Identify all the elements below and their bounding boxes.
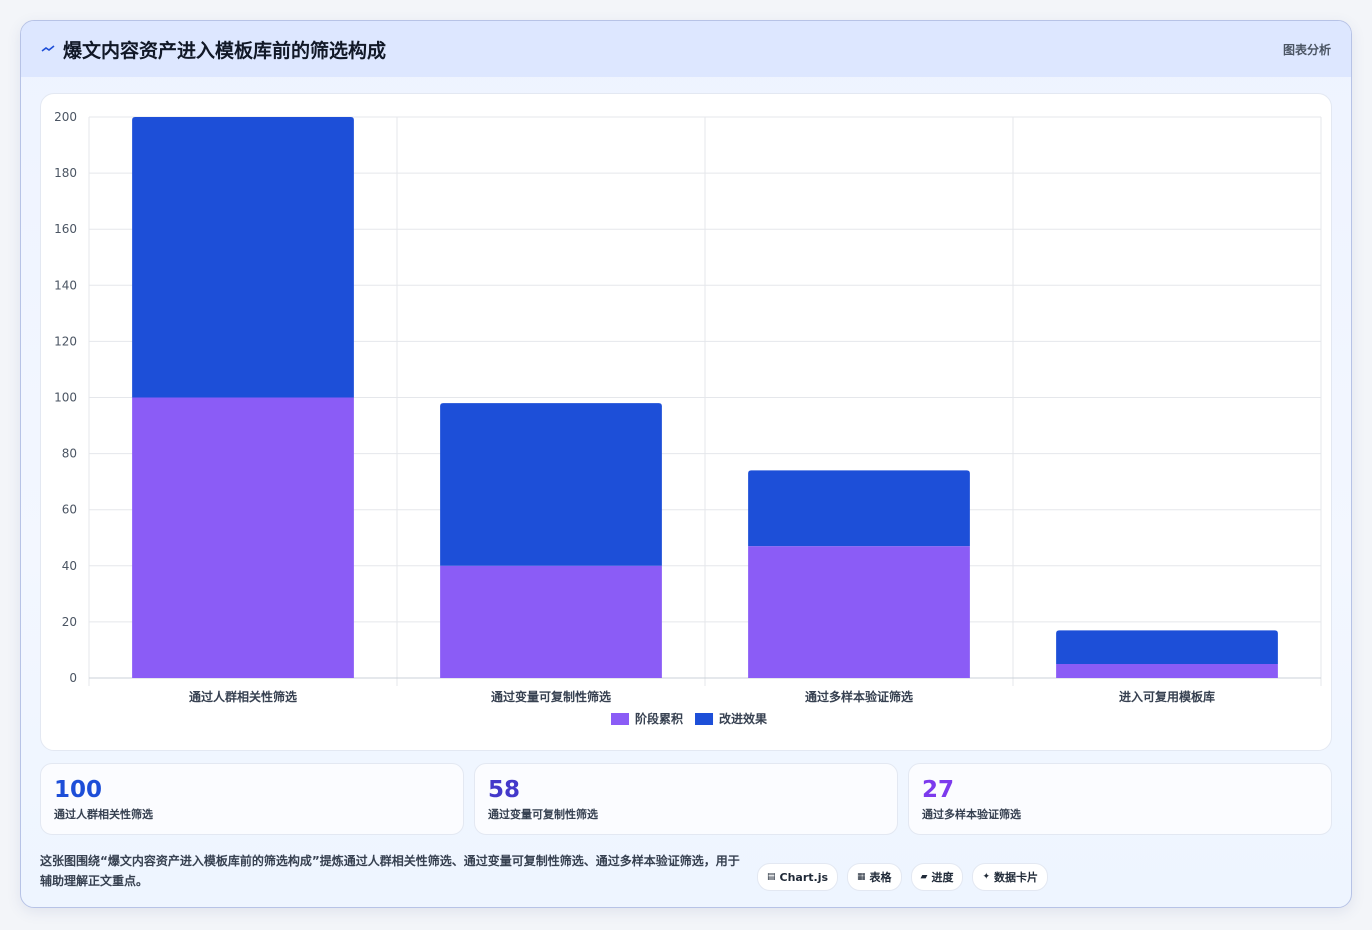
- trend-icon: [41, 42, 55, 56]
- chip-table[interactable]: ▦ 表格: [847, 863, 902, 891]
- stat-cards: 100 通过人群相关性筛选 58 通过变量可复制性筛选 27 通过多样本验证筛选: [40, 763, 1332, 835]
- chart-card: 爆文内容资产进入模板库前的筛选构成 图表分析 0 20 40 60 80 100 120 14…: [20, 20, 1352, 908]
- x-tick-label: 进入可复用模板库: [1119, 689, 1215, 704]
- stacked-bar-chart: 0 20 40 60 80 100 120 140 160 180 200 通过人群相关性筛选 通过变量…: [54, 110, 1322, 726]
- y-tick-label: 20: [62, 615, 77, 629]
- progress-icon: ▰: [920, 872, 928, 882]
- bar-segment-effect: [132, 117, 354, 398]
- legend-label: 改进效果: [719, 711, 767, 726]
- card-header: 爆文内容资产进入模板库前的筛选构成 图表分析: [21, 21, 1351, 77]
- table-icon: ▦: [857, 872, 866, 882]
- stat-label: 通过人群相关性筛选: [54, 808, 153, 821]
- legend-label: 阶段累积: [635, 711, 683, 726]
- feature-chips: ▤ Chart.js ▦ 表格 ▰ 进度 ✦ 数据卡片: [757, 863, 1049, 891]
- chip-data-card[interactable]: ✦ 数据卡片: [972, 863, 1049, 891]
- stat-value: 27: [922, 777, 955, 803]
- bar-segment-stage: [1056, 663, 1278, 678]
- y-tick-label: 100: [54, 391, 77, 405]
- legend-swatch: [611, 713, 629, 725]
- y-tick-label: 160: [54, 222, 77, 236]
- chip-progress[interactable]: ▰ 进度: [910, 863, 964, 891]
- bar-segment-effect: [748, 470, 970, 547]
- x-tick-label: 通过变量可复制性筛选: [491, 689, 611, 704]
- sparkle-icon: ✦: [982, 872, 991, 882]
- chip-label: 表格: [869, 871, 892, 884]
- x-tick-label: 通过多样本验证筛选: [805, 689, 913, 704]
- chip-label: 数据卡片: [994, 871, 1039, 884]
- bar-segment-stage: [748, 546, 970, 678]
- y-tick-label: 120: [54, 334, 77, 348]
- stat-card: 100 通过人群相关性筛选: [40, 763, 464, 835]
- stat-card: 58 通过变量可复制性筛选: [474, 763, 898, 835]
- y-tick-label: 60: [62, 503, 77, 517]
- stat-label: 通过多样本验证筛选: [922, 808, 1021, 821]
- y-tick-label: 180: [54, 166, 77, 180]
- stat-label: 通过变量可复制性筛选: [488, 808, 598, 821]
- chip-chartjs[interactable]: ▤ Chart.js: [757, 863, 839, 891]
- chart-panel: 0 20 40 60 80 100 120 140 160 180 200 通过人群相关性筛选 通过变量…: [40, 93, 1332, 751]
- bar-segment-effect: [440, 403, 662, 566]
- bar-segment-stage: [440, 565, 662, 678]
- y-tick-label: 140: [54, 278, 77, 292]
- y-tick-label: 40: [62, 559, 77, 573]
- y-tick-label: 0: [69, 671, 77, 685]
- chart-analysis-label[interactable]: 图表分析: [1282, 42, 1331, 57]
- bar-segment-stage: [132, 397, 354, 678]
- legend-swatch: [695, 713, 714, 725]
- y-tick-label: 200: [54, 110, 77, 124]
- chip-label: 进度: [931, 871, 954, 884]
- chip-label: Chart.js: [779, 870, 829, 884]
- stat-value: 100: [54, 777, 103, 803]
- chart-description: 这张图围绕“爆文内容资产进入模板库前的筛选构成”提炼通过人群相关性筛选、通过变量…: [40, 854, 740, 888]
- x-tick-label: 通过人群相关性筛选: [189, 689, 297, 704]
- chart-icon: ▤: [767, 872, 776, 882]
- y-tick-label: 80: [62, 447, 77, 461]
- bar-segment-effect: [1056, 630, 1278, 664]
- stat-card: 27 通过多样本验证筛选: [908, 763, 1332, 835]
- page-title: 爆文内容资产进入模板库前的筛选构成: [63, 39, 387, 62]
- stat-value: 58: [488, 777, 521, 803]
